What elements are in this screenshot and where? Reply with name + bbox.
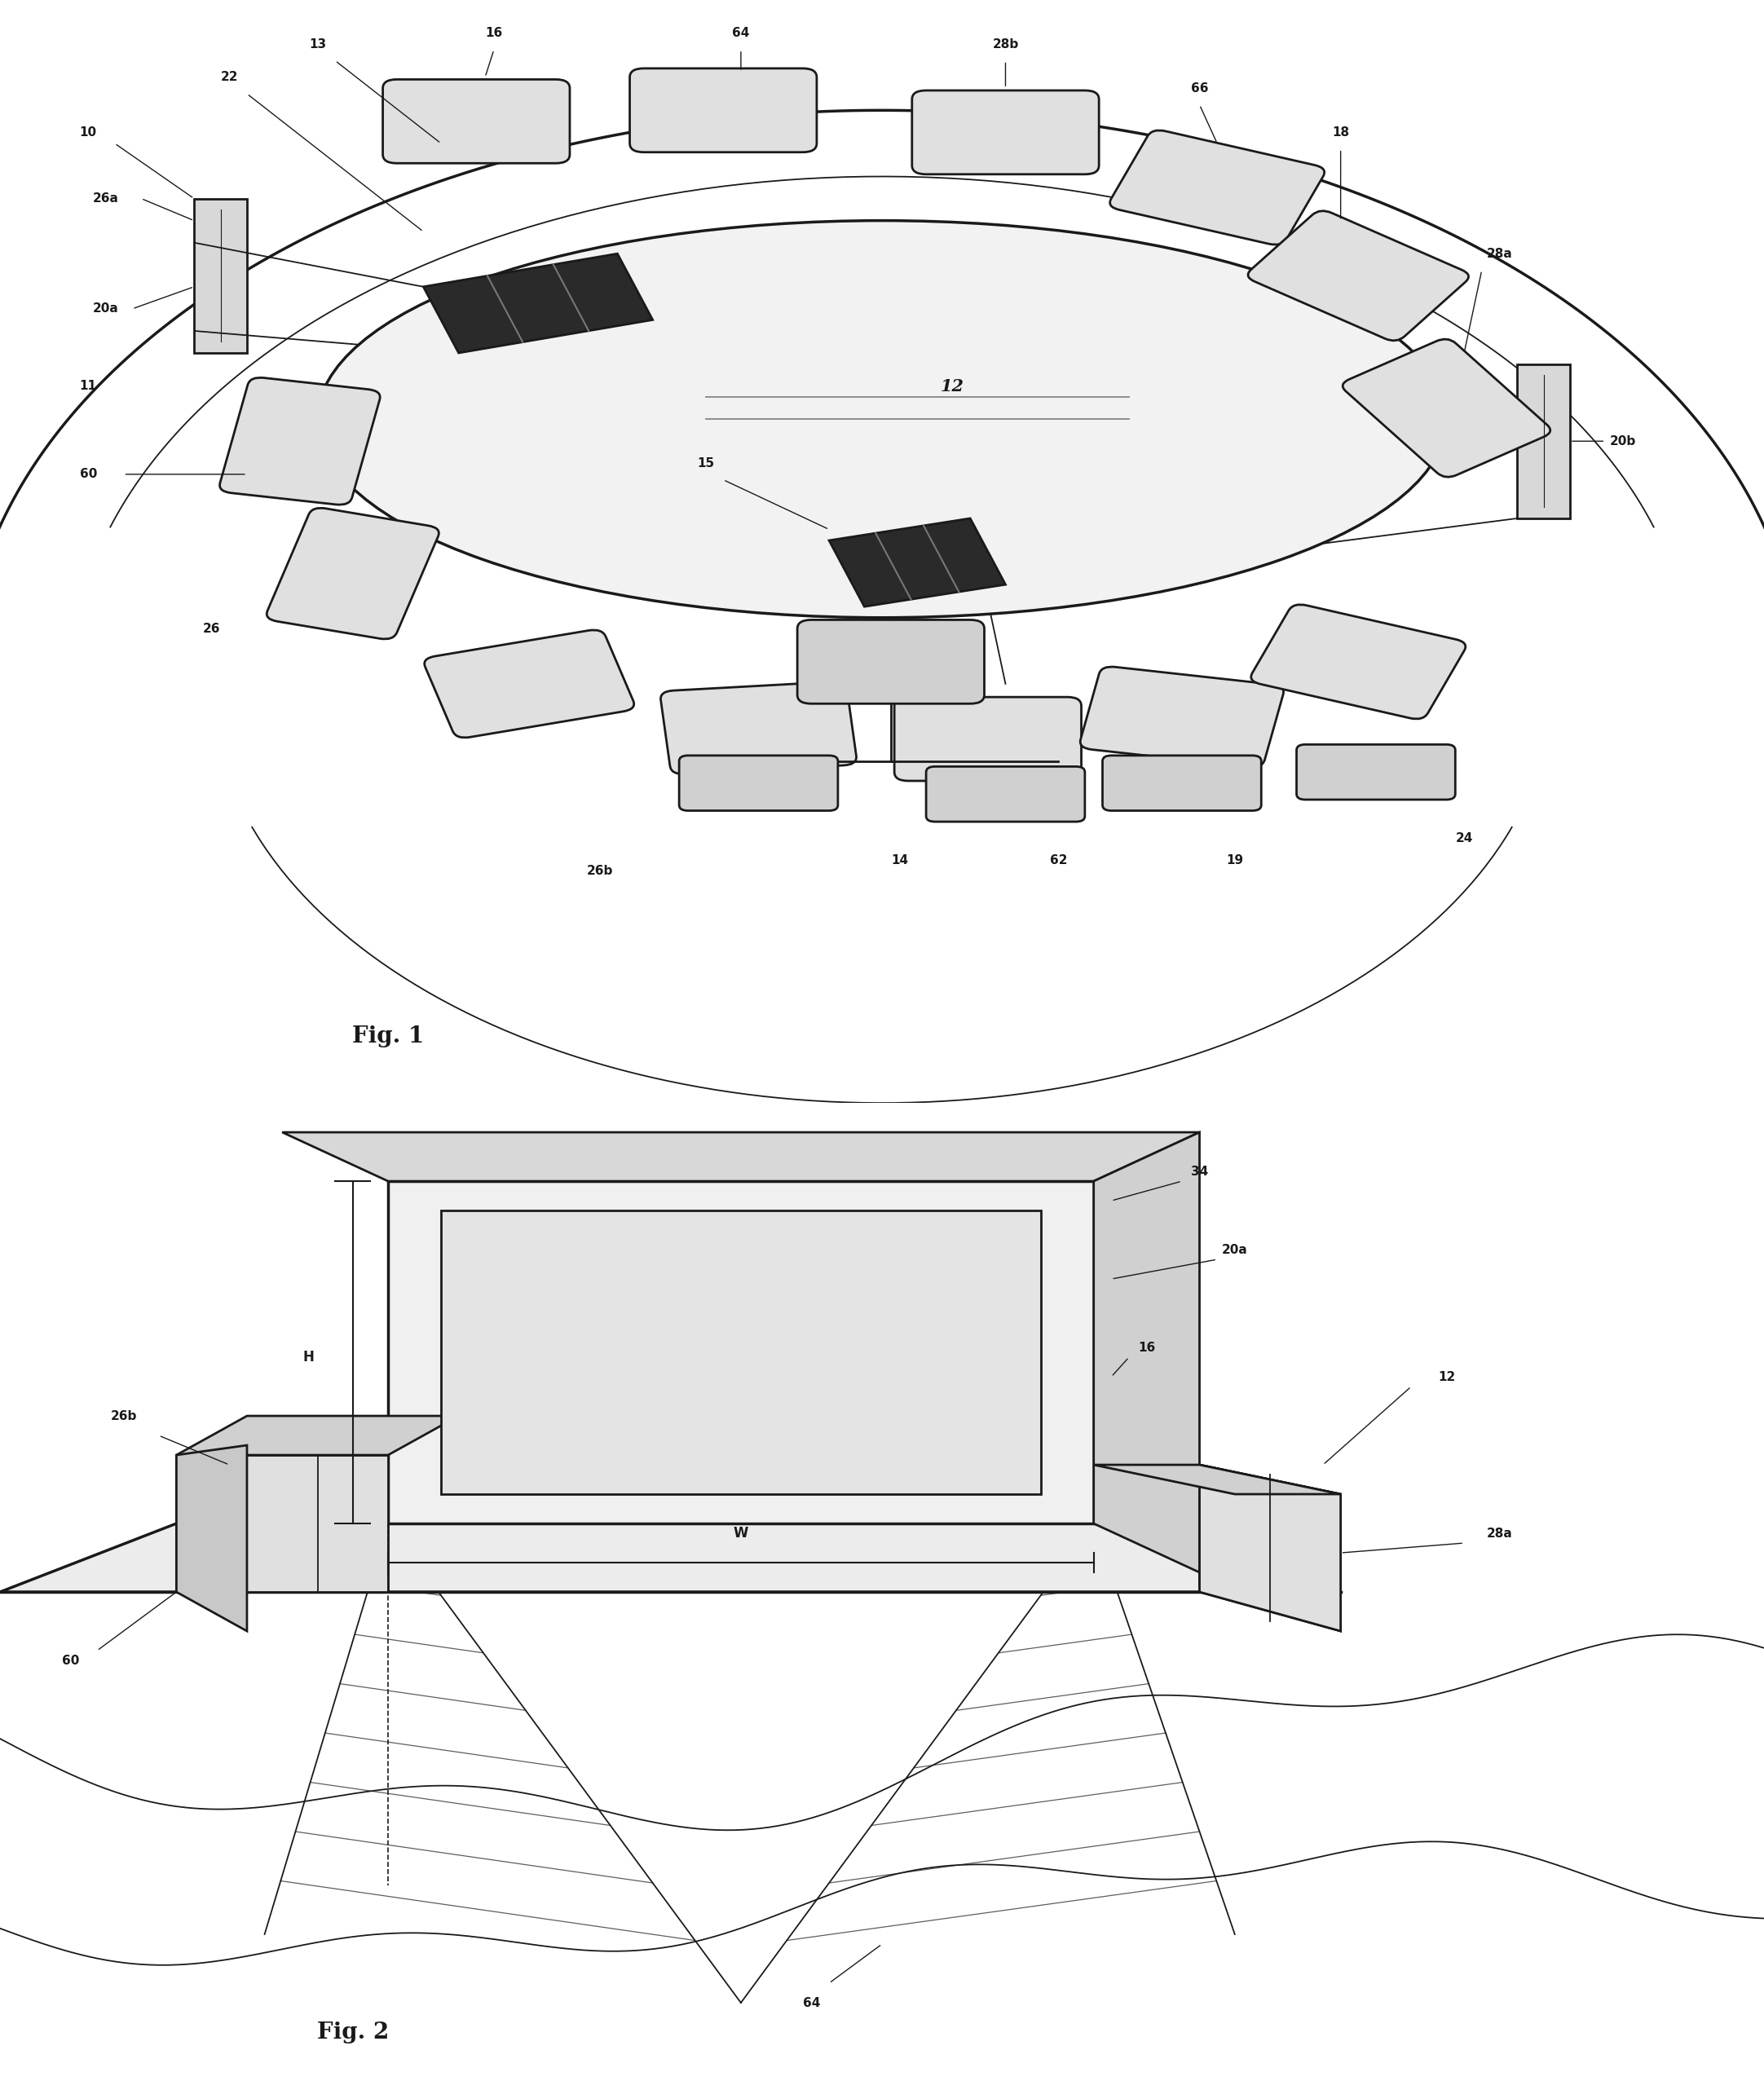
Text: W: W [734,1525,748,1540]
Polygon shape [1517,364,1570,518]
Polygon shape [1200,1465,1341,1632]
Text: 16: 16 [1138,1342,1155,1353]
FancyBboxPatch shape [926,766,1085,822]
Text: 60: 60 [79,468,97,481]
Polygon shape [1094,1465,1341,1494]
Text: 66: 66 [1191,81,1208,94]
Text: 64: 64 [732,27,750,40]
Text: 10: 10 [79,127,97,139]
Text: 13: 13 [309,37,326,50]
Text: 28a: 28a [1487,248,1512,260]
Polygon shape [282,1132,1200,1182]
Text: 20a: 20a [93,302,118,314]
Text: 11: 11 [79,381,97,391]
Polygon shape [1094,1132,1200,1573]
Text: 15: 15 [697,458,714,470]
Text: 12: 12 [940,379,965,393]
Text: 18: 18 [1332,127,1349,139]
FancyBboxPatch shape [894,697,1081,780]
FancyBboxPatch shape [679,755,838,812]
Text: 20a: 20a [1222,1244,1247,1255]
Text: 34: 34 [1191,1165,1208,1178]
FancyBboxPatch shape [1251,606,1466,718]
Text: 26: 26 [203,622,220,635]
Text: 26b: 26b [111,1409,136,1421]
Polygon shape [176,1455,388,1592]
FancyBboxPatch shape [1247,210,1469,341]
Text: 20b: 20b [1611,435,1635,447]
Text: 26b: 26b [587,866,612,878]
Text: Fig. 1: Fig. 1 [353,1026,423,1047]
FancyBboxPatch shape [383,79,570,162]
FancyBboxPatch shape [1080,666,1284,768]
FancyBboxPatch shape [266,508,439,639]
Polygon shape [0,1523,1341,1592]
Polygon shape [829,518,1005,608]
Text: 14: 14 [891,853,908,866]
Text: 26a: 26a [93,191,118,204]
FancyBboxPatch shape [662,683,856,774]
FancyBboxPatch shape [630,69,817,152]
Text: 64: 64 [803,1996,820,2008]
FancyBboxPatch shape [1110,131,1325,246]
Text: 16: 16 [485,27,503,40]
Polygon shape [423,254,653,354]
Polygon shape [1200,1465,1341,1632]
Polygon shape [441,1211,1041,1494]
Polygon shape [194,198,247,354]
Polygon shape [176,1415,459,1455]
Text: 60: 60 [62,1654,79,1667]
FancyBboxPatch shape [220,377,379,506]
Text: 28b: 28b [993,37,1018,50]
Text: Fig. 2: Fig. 2 [318,2021,388,2044]
Text: 62: 62 [1050,853,1067,866]
FancyBboxPatch shape [797,620,984,703]
Text: 12: 12 [1438,1371,1455,1384]
Polygon shape [176,1446,247,1632]
Polygon shape [388,1182,1094,1523]
FancyBboxPatch shape [912,89,1099,175]
Text: 22: 22 [220,71,238,83]
FancyBboxPatch shape [425,631,633,737]
FancyBboxPatch shape [1102,755,1261,812]
Ellipse shape [318,221,1446,618]
FancyBboxPatch shape [1342,339,1551,477]
Text: 24: 24 [1455,832,1473,845]
FancyBboxPatch shape [1297,745,1455,799]
Text: 28a: 28a [1487,1527,1512,1540]
Text: H: H [303,1351,314,1365]
Text: 19: 19 [1226,853,1244,866]
